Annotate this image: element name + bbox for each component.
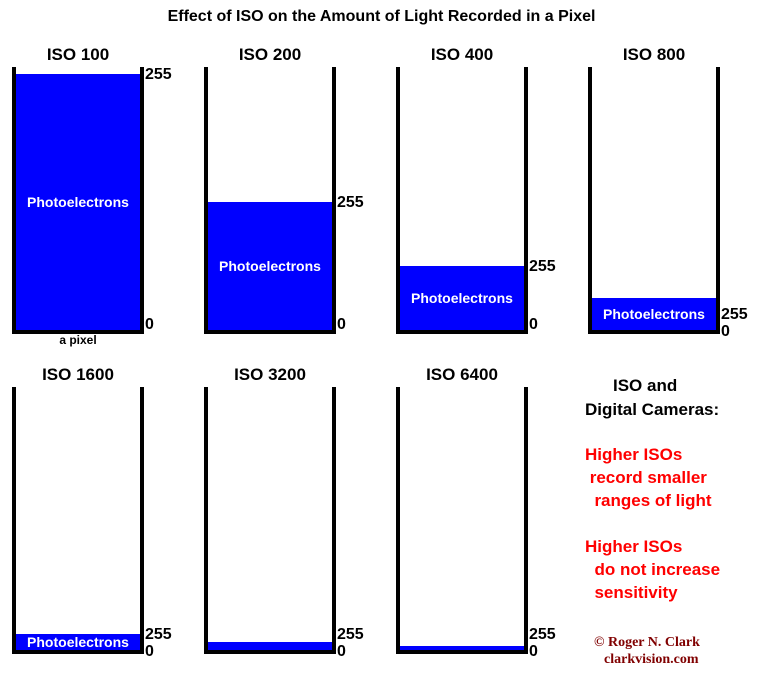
pixel-well: [204, 387, 336, 654]
min-tick-label: 0: [721, 323, 730, 340]
fill-label: Photoelectrons: [219, 258, 321, 274]
note-2-line-3: sensitivity: [585, 583, 678, 602]
pixel-well: Photoelectrons: [12, 387, 144, 654]
pixel-well: [396, 387, 528, 654]
side-heading-1: ISO and: [613, 376, 678, 395]
photoelectron-fill: Photoelectrons: [592, 298, 716, 330]
iso-label: ISO 1600: [42, 365, 114, 384]
max-tick-label: 255: [145, 66, 172, 83]
note-1-line-1: Higher ISOs: [585, 445, 683, 464]
note-1-line-3: ranges of light: [585, 491, 712, 510]
iso-label: ISO 100: [46, 45, 110, 64]
iso-label: ISO 6400: [426, 365, 498, 384]
iso-label: ISO 800: [622, 45, 686, 64]
min-tick-label: 0: [145, 643, 154, 660]
max-tick-label: 255: [337, 626, 364, 643]
pixel-well: Photoelectrons: [588, 67, 720, 334]
pixel-well: Photoelectrons: [396, 67, 528, 334]
note-2-line-2: do not increase: [585, 560, 721, 579]
photoelectron-fill: Photoelectrons: [400, 266, 524, 330]
side-heading-2: Digital Cameras:: [585, 400, 720, 419]
photoelectron-fill: [400, 646, 524, 650]
fill-label: Photoelectrons: [411, 290, 513, 306]
min-tick-label: 0: [529, 316, 538, 333]
note-2-line-1: Higher ISOs: [585, 537, 683, 556]
fill-label: Photoelectrons: [27, 634, 129, 650]
max-tick-label: 255: [529, 258, 556, 275]
min-tick-label: 0: [337, 643, 346, 660]
credit-author: © Roger N. Clark: [594, 635, 700, 650]
max-tick-label: 255: [721, 306, 748, 323]
iso-label: ISO 3200: [234, 365, 306, 384]
credit: © Roger N. Clark clarkvision.com: [594, 634, 700, 668]
min-tick-label: 0: [529, 643, 538, 660]
pixel-well: Photoelectrons: [204, 67, 336, 334]
diagram-title: Effect of ISO on the Amount of Light Rec…: [167, 8, 596, 25]
credit-site: clarkvision.com: [604, 652, 699, 667]
min-tick-label: 0: [337, 316, 346, 333]
max-tick-label: 255: [145, 626, 172, 643]
max-tick-label: 255: [529, 626, 556, 643]
fill-label: Photoelectrons: [603, 306, 705, 322]
fill-label: Photoelectrons: [27, 194, 129, 210]
photoelectron-fill: Photoelectrons: [208, 202, 332, 330]
photoelectron-fill: [208, 642, 332, 650]
iso-label: ISO 400: [430, 45, 494, 64]
iso-label: ISO 200: [238, 45, 302, 64]
pixel-well: Photoelectrons: [12, 67, 144, 334]
pixel-caption: a pixel: [59, 333, 97, 347]
photoelectron-fill: Photoelectrons: [16, 74, 140, 330]
note-1-line-2: record smaller: [585, 468, 707, 487]
photoelectron-fill: Photoelectrons: [16, 634, 140, 650]
max-tick-label: 255: [337, 194, 364, 211]
min-tick-label: 0: [145, 316, 154, 333]
